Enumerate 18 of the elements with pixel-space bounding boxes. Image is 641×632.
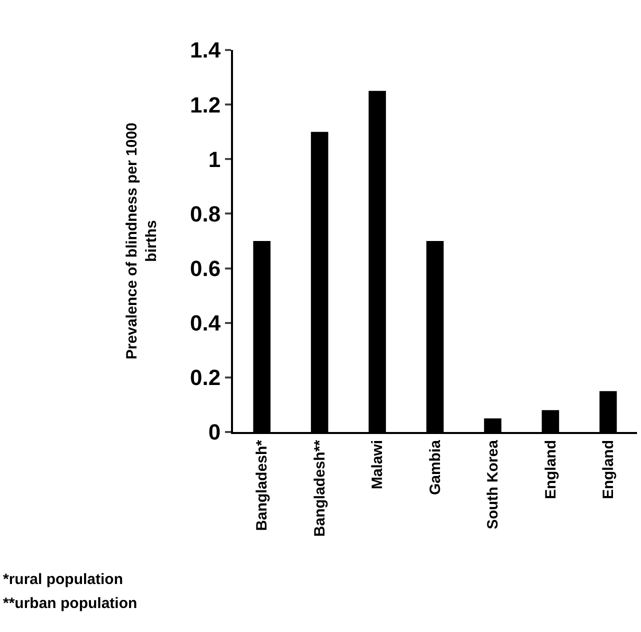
x-tick-label: Gambia bbox=[426, 439, 444, 496]
y-tick-label: 1.2 bbox=[190, 92, 221, 118]
x-tick-label: England bbox=[542, 440, 560, 500]
y-tick-label: 0.8 bbox=[190, 201, 221, 226]
x-tick-label: Bangladesh* bbox=[254, 440, 271, 531]
x-tick-label: South Korea bbox=[484, 439, 502, 530]
y-tick-label: 0.2 bbox=[190, 365, 221, 390]
y-tick-label: 1 bbox=[208, 146, 221, 172]
x-tick-label: Bangladesh** bbox=[311, 440, 328, 537]
x-tick-label: Malawi bbox=[369, 440, 386, 490]
y-tick-label: 0 bbox=[208, 420, 221, 445]
y-tick-label: 0.6 bbox=[190, 256, 221, 281]
text: *rural population bbox=[3, 571, 123, 588]
y-tick-label: 1.4 bbox=[190, 38, 222, 63]
text: **urban population bbox=[3, 595, 138, 612]
y-tick-label: 0.4 bbox=[190, 310, 222, 336]
x-tick-label: England bbox=[600, 440, 618, 500]
y-axis-title: Prevalence of blindness per 1000 births bbox=[123, 122, 160, 360]
